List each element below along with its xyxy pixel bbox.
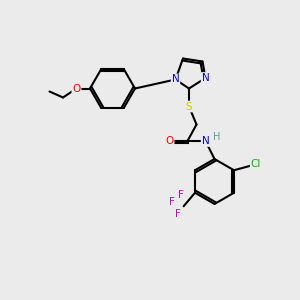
Text: O: O xyxy=(72,83,81,94)
Text: N: N xyxy=(202,73,209,83)
Text: F: F xyxy=(169,197,175,207)
Text: S: S xyxy=(186,101,192,112)
Text: F: F xyxy=(178,190,184,200)
Text: Cl: Cl xyxy=(251,159,261,169)
Text: N: N xyxy=(172,74,179,85)
Text: F: F xyxy=(175,209,181,219)
Text: H: H xyxy=(213,132,220,142)
Text: N: N xyxy=(202,136,209,146)
Text: O: O xyxy=(165,136,174,146)
